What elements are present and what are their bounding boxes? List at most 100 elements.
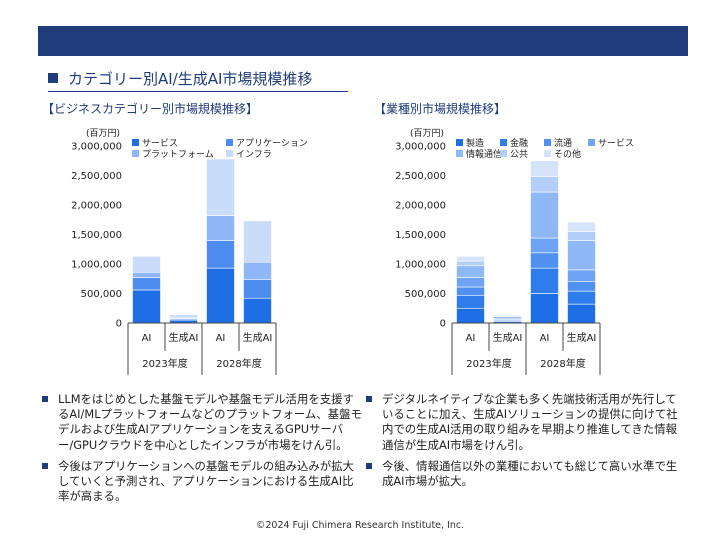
bar-segment: [456, 256, 485, 262]
bullet-text: デジタルネイティブな企業も多く先端技術活用が先行していることに加え、生成AIソリ…: [382, 392, 678, 452]
bar-segment: [530, 191, 559, 239]
unit-label: (百万円): [410, 128, 444, 139]
bar-segment: [206, 158, 235, 216]
legend-label: プラットフォーム: [142, 149, 214, 160]
copyright: ©2024 Fuji Chimera Research Institute, I…: [255, 520, 465, 531]
y-tick-label: 500,000: [405, 289, 446, 300]
bullet-square-icon: [42, 396, 48, 402]
bar-segment: [169, 314, 198, 319]
bar-segment: [530, 237, 559, 254]
bar-segment: [530, 176, 559, 193]
industry-chart: (百万円) 0 500,000 1,000,000 1,500,000 2,000,000…: [395, 128, 634, 375]
legend-swatch: [544, 150, 551, 157]
bullet-item: デジタルネイティブな企業も多く先端技術活用が先行していることに加え、生成AIソリ…: [366, 392, 686, 453]
right-bullet-list: デジタルネイティブな企業も多く先端技術活用が先行していることに加え、生成AIソリ…: [366, 392, 686, 495]
bullet-square-icon: [42, 462, 48, 469]
legend-label: アプリケーション: [236, 138, 308, 149]
x-group-label: 2028年度: [540, 357, 585, 370]
bullet-text: LLMをはじめとした基盤モデルや基盤モデル活用を支援するAI/MLプラットフォー…: [58, 392, 362, 452]
bar-segment: [567, 221, 596, 232]
title-bullet-icon: [48, 73, 58, 83]
bar-segment: [132, 256, 161, 273]
header-bar: [38, 26, 688, 56]
x-group-label: 2023年度: [142, 357, 187, 370]
y-tick-label: 3,000,000: [395, 142, 446, 153]
y-tick-label: 1,500,000: [395, 230, 446, 241]
bar-segment: [493, 314, 522, 317]
legend-swatch: [588, 139, 595, 146]
y-tick-label: 2,500,000: [71, 171, 122, 182]
bar-segment: [530, 293, 559, 324]
legend-label: サービス: [142, 138, 178, 149]
y-tick-label: 1,000,000: [71, 260, 122, 271]
bar-segment: [243, 220, 272, 263]
bar-segment: [456, 260, 485, 267]
bullet-text: 今後、情報通信以外の業種においても総じて高い水準で生成AI市場が拡大。: [382, 458, 678, 489]
legend-label: 公共: [510, 149, 528, 160]
legend-swatch: [500, 139, 507, 146]
x-tick-label: 生成AI: [243, 331, 273, 344]
bar-segment: [456, 277, 485, 288]
bar-segment: [530, 252, 559, 269]
bar-segment: [132, 289, 161, 324]
x-tick-label: 生成AI: [567, 331, 597, 344]
legend-swatch: [544, 139, 551, 146]
legend-swatch: [132, 139, 139, 146]
bar-segment: [456, 294, 485, 309]
y-tick-label: 2,000,000: [395, 201, 446, 212]
x-tick-label: AI: [142, 333, 152, 344]
page-title: カテゴリー別AI/生成AI市場規模推移: [48, 66, 312, 90]
legend-swatch: [500, 150, 507, 157]
legend-label: その他: [554, 148, 581, 160]
bullet-text: 今後はアプリケーションへの基盤モデルの組み込みが拡大していくと予測され、アプリケ…: [58, 458, 354, 504]
business-category-chart: (百万円) 0 500,000 1,000,000 1,500,000 2,000,000…: [71, 128, 308, 375]
bar-segment: [243, 261, 272, 280]
unit-label: (百万円): [86, 128, 120, 139]
y-tick-label: 500,000: [81, 289, 122, 300]
legend-label: 製造: [466, 137, 484, 149]
bar-segment: [206, 267, 235, 324]
x-tick-label: AI: [216, 333, 226, 344]
x-tick-label: AI: [540, 333, 550, 344]
chart-right-title: 【業種別市場規模推移】: [374, 102, 507, 116]
chart-left-title: 【ビジネスカテゴリー別市場規模推移】: [42, 102, 259, 116]
bullet-square-icon: [366, 396, 372, 402]
bar-segment: [132, 277, 161, 291]
y-tick-label: 0: [440, 319, 446, 330]
bar-segment: [530, 160, 559, 177]
bullet-item: LLMをはじめとした基盤モデルや基盤モデル活用を支援するAI/MLプラットフォー…: [42, 392, 362, 453]
x-group-label: 2023年度: [466, 357, 511, 370]
y-tick-label: 0: [116, 319, 122, 330]
y-tick-label: 1,500,000: [71, 230, 122, 241]
x-group-label: 2028年度: [216, 357, 261, 370]
y-tick-label: 2,500,000: [395, 171, 446, 182]
bullet-item: 今後、情報通信以外の業種においても総じて高い水準で生成AI市場が拡大。: [366, 459, 686, 489]
bar-segment: [206, 215, 235, 241]
bullet-square-icon: [366, 462, 372, 469]
legend-label: 情報通信: [466, 148, 502, 160]
x-tick-label: 生成AI: [169, 331, 199, 344]
x-tick-label: 生成AI: [493, 331, 523, 344]
bar-segment: [132, 271, 161, 278]
x-tick-label: AI: [466, 333, 476, 344]
bar-segment: [567, 269, 596, 282]
bar-segment: [567, 303, 596, 324]
bar-segment: [243, 297, 272, 324]
bar-segment: [567, 290, 596, 305]
legend-swatch: [132, 150, 139, 157]
page-title-text: カテゴリー別AI/生成AI市場規模推移: [68, 69, 313, 88]
left-bullet-list: LLMをはじめとした基盤モデルや基盤モデル活用を支援するAI/MLプラットフォー…: [42, 392, 362, 510]
legend-swatch: [456, 139, 463, 146]
y-tick-label: 3,000,000: [71, 142, 122, 153]
bar-segment: [567, 231, 596, 241]
legend-swatch: [226, 150, 233, 157]
legend-label: インフラ: [236, 149, 272, 160]
legend-label: 流通: [554, 137, 572, 149]
y-tick-label: 1,000,000: [395, 260, 446, 271]
bar-segment: [243, 279, 272, 299]
bar-segment: [567, 240, 596, 271]
bullet-item: 今後はアプリケーションへの基盤モデルの組み込みが拡大していくと予測され、アプリケ…: [42, 459, 362, 505]
bar-segment: [456, 286, 485, 296]
legend-label: サービス: [598, 138, 634, 149]
bar-segment: [530, 267, 559, 294]
